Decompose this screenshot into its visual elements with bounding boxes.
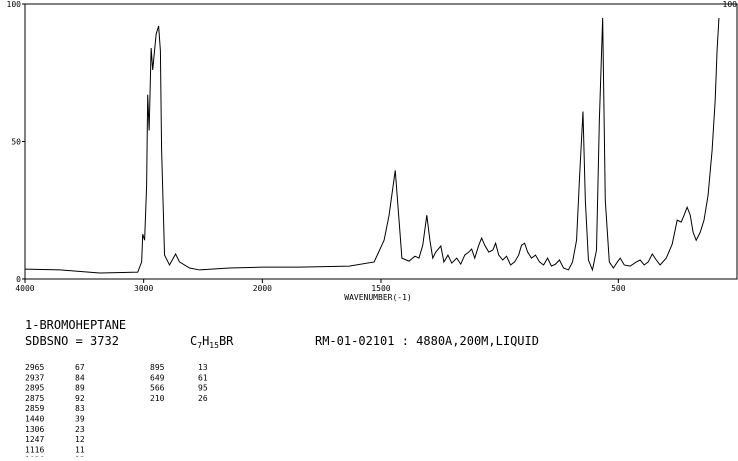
peak-wavenumber: 1440 [25,415,44,424]
formula-part: BR [219,334,234,348]
peak-wavenumber: 2965 [25,363,44,372]
peak-intensity: 61 [198,373,208,382]
peak-intensity: 67 [75,363,85,372]
x-axis-label: WAVENUMBER(-1) [344,293,411,302]
conditions: RM-01-02101 : 4880A,200M,LIQUID [315,334,539,348]
peak-wavenumber: 895 [150,363,165,372]
peak-intensity: 89 [75,384,85,393]
formula-subscript: 15 [209,341,219,350]
y-tick-label: 50 [11,138,21,147]
peak-wavenumber: 1116 [25,445,44,454]
y-tick-label: 0 [16,275,21,284]
peak-wavenumber: 2875 [25,394,44,403]
peak-wavenumber: 2859 [25,404,44,413]
sdbs-number: SDBSNO = 3732 [25,334,119,348]
peak-intensity: 11 [75,445,85,454]
formula-subscript: 7 [197,341,202,350]
x-tick-label: 1500 [371,284,390,293]
peak-intensity: 92 [75,394,85,403]
peak-wavenumber: 649 [150,373,165,382]
peak-intensity: 23 [75,425,85,434]
peak-wavenumber: 2937 [25,373,44,382]
spectrum-line [24,17,720,274]
formula: C7H15BR [190,334,234,350]
peak-wavenumber: 1306 [25,425,44,434]
peak-intensity: 83 [75,404,85,413]
peak-wavenumber: 566 [150,384,165,393]
peak-wavenumber: 2895 [25,384,44,393]
peak-intensity: 39 [75,415,85,424]
peak-intensity: 84 [75,373,85,382]
formula-part: H [202,334,209,348]
formula-part: C [190,334,197,348]
plot-frame [24,3,738,280]
x-tick-label: 3000 [134,284,153,293]
compound-name: 1-BROMOHEPTANE [25,318,126,332]
peak-intensity: 26 [198,394,208,403]
peak-intensity: 95 [198,384,208,393]
peak-intensity: 13 [198,363,208,372]
peak-wavenumber: 210 [150,394,165,403]
y-tick-label: 100 [7,0,22,9]
x-tick-label: 4000 [15,284,34,293]
x-tick-label: 2000 [253,284,272,293]
x-tick-label: 500 [611,284,626,293]
peak-wavenumber: 1247 [25,435,44,444]
peak-intensity: 12 [75,435,85,444]
